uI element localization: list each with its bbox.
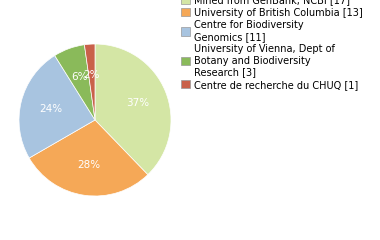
Wedge shape — [29, 120, 148, 196]
Text: 6%: 6% — [71, 72, 88, 82]
Text: 24%: 24% — [39, 104, 62, 114]
Text: 28%: 28% — [77, 160, 100, 170]
Wedge shape — [19, 55, 95, 158]
Legend: Mined from GenBank, NCBI [17], University of British Columbia [13], Centre for B: Mined from GenBank, NCBI [17], Universit… — [180, 0, 363, 90]
Text: 2%: 2% — [84, 70, 100, 79]
Text: 37%: 37% — [126, 98, 149, 108]
Wedge shape — [95, 44, 171, 175]
Wedge shape — [84, 44, 95, 120]
Wedge shape — [55, 45, 95, 120]
